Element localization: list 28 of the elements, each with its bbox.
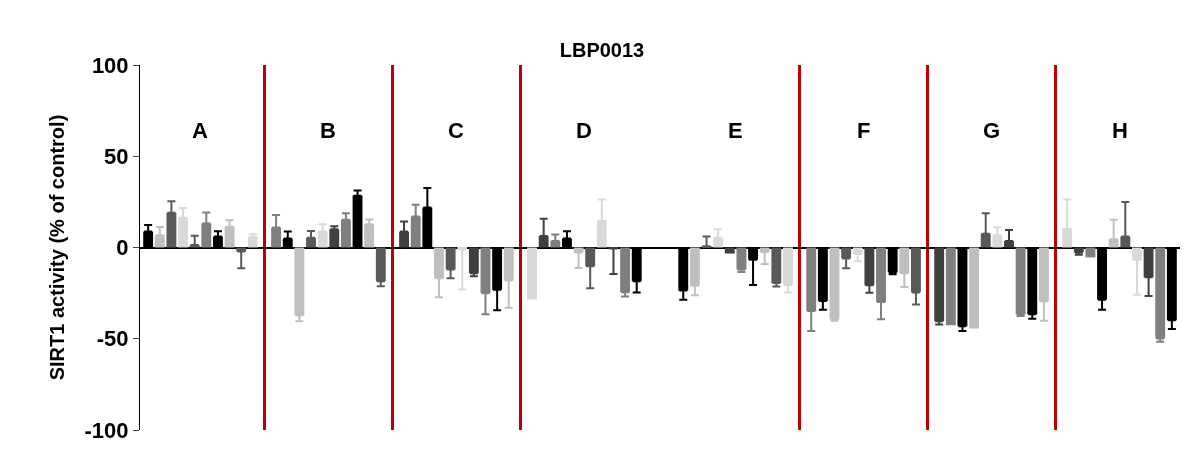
y-tick-label: 100 [91,52,129,78]
annotation: C [448,118,464,143]
annotation: B [320,118,336,143]
bar [736,247,747,270]
bar [468,247,479,274]
annotation: F [857,118,871,143]
bar [620,247,631,293]
annotation: H [1112,118,1128,143]
annotation: A [192,118,208,143]
y-tick-label: -100 [84,417,129,443]
bar [945,247,956,326]
y-tick-label: 0 [116,235,129,261]
bar [724,247,735,254]
bar [247,236,258,248]
bar [527,247,537,300]
bar [1085,247,1096,258]
y-tick-label: 50 [104,143,129,169]
bar [969,247,980,329]
bar [1155,247,1166,339]
bar [934,247,945,322]
y-tick-label: -50 [96,326,129,352]
bar [1015,247,1026,315]
annotation: D [576,118,592,143]
annotation: E [728,118,743,143]
chart-title: LBP0013 [559,39,645,62]
annotation: G [983,118,1001,143]
bar [329,229,340,248]
y-axis-title: SIRT1 activity (% of control) [46,114,69,381]
